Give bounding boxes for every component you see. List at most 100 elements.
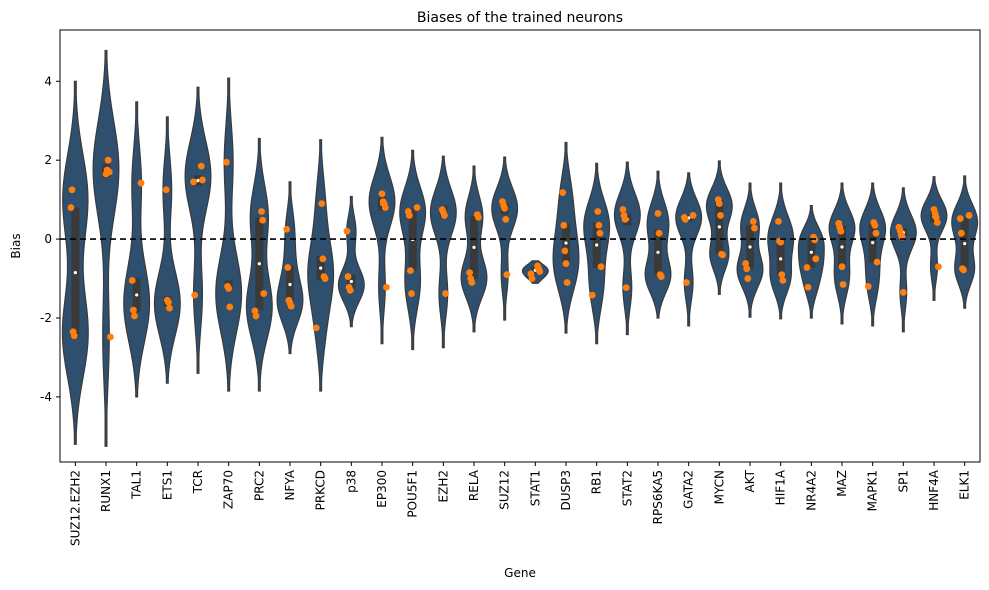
- data-point: [689, 212, 697, 219]
- violin-group: [521, 260, 549, 284]
- data-point: [128, 277, 136, 284]
- x-tick-label: p38: [344, 470, 358, 493]
- data-point: [596, 229, 604, 237]
- data-point: [191, 291, 199, 299]
- x-tick-label: SUZ12: [498, 470, 512, 510]
- data-point: [162, 186, 170, 194]
- data-point: [318, 200, 326, 207]
- x-tick-label: MAZ: [835, 470, 849, 497]
- data-point: [715, 200, 723, 207]
- violin-body: [184, 86, 212, 374]
- data-point: [408, 290, 415, 297]
- data-point: [899, 288, 907, 296]
- data-point: [775, 217, 782, 225]
- y-axis-label: Bias: [9, 233, 23, 258]
- x-tick-label: EP300: [375, 470, 389, 508]
- data-point: [405, 212, 413, 219]
- violin-median: [319, 266, 323, 270]
- data-point: [933, 219, 941, 226]
- violin-group: [767, 182, 795, 320]
- x-axis-label: Gene: [504, 566, 536, 580]
- violin-group: [368, 136, 396, 345]
- y-tick-label: -4: [40, 390, 52, 404]
- violin-median: [748, 245, 752, 249]
- data-point: [466, 269, 473, 277]
- data-point: [226, 303, 234, 311]
- x-tick-label: DUSP3: [559, 470, 573, 511]
- violin-group: [583, 162, 611, 345]
- data-point: [597, 263, 605, 271]
- data-point: [839, 281, 847, 288]
- data-point: [223, 158, 230, 166]
- data-point: [812, 255, 820, 263]
- violin-median: [73, 271, 77, 275]
- data-point: [287, 302, 295, 310]
- data-point: [594, 208, 602, 215]
- y-tick-label: -2: [40, 311, 52, 325]
- data-point: [131, 312, 138, 320]
- data-point: [166, 304, 173, 312]
- data-point: [107, 333, 114, 341]
- y-axis: -4 -2 0 2 4: [40, 74, 60, 404]
- data-point: [503, 271, 511, 279]
- data-point: [778, 271, 786, 279]
- violin-group: [399, 149, 427, 351]
- data-point: [319, 255, 327, 263]
- data-point: [559, 189, 567, 196]
- x-tick-label: RB1: [590, 470, 604, 494]
- x-tick-label: HIF1A: [774, 469, 788, 505]
- chart-title: Biases of the trained neurons: [417, 10, 623, 26]
- data-point: [468, 279, 476, 286]
- data-point: [260, 290, 268, 297]
- data-point: [803, 264, 811, 271]
- data-point: [383, 283, 390, 291]
- violin-median: [257, 262, 261, 266]
- data-point: [871, 221, 879, 229]
- data-point: [284, 264, 292, 271]
- data-point: [588, 291, 596, 299]
- violin-group: [951, 175, 979, 309]
- violin-group: [613, 161, 641, 336]
- x-tick-label: RUNX1: [99, 470, 113, 512]
- x-axis: SUZ12.EZH2 RUNX1 TAL1 ETS1 TCR ZAP70 PRC2 NFYA P…: [68, 462, 972, 546]
- violin-body: [123, 101, 151, 398]
- data-point: [561, 247, 569, 255]
- violin-group: [153, 116, 181, 384]
- data-point: [378, 190, 386, 198]
- data-point: [381, 204, 389, 211]
- x-tick-label: ELK1: [958, 470, 972, 500]
- data-point: [743, 265, 751, 273]
- data-point: [528, 275, 536, 282]
- data-point: [864, 283, 872, 290]
- plot-area: [60, 49, 980, 447]
- x-tick-label: PRKCD: [314, 470, 328, 510]
- violin-median: [656, 250, 660, 254]
- violin-group: [460, 165, 488, 333]
- data-point: [873, 258, 881, 266]
- x-tick-label: STAT1: [528, 470, 542, 506]
- data-point: [619, 206, 627, 213]
- data-point: [259, 216, 267, 224]
- violin-body: [613, 161, 641, 336]
- x-tick-label: NFYA: [283, 469, 297, 500]
- data-point: [960, 266, 967, 274]
- data-point: [137, 179, 145, 187]
- data-point: [560, 221, 568, 229]
- violin-group: [429, 155, 457, 349]
- violin-group: [92, 49, 120, 447]
- violin-group: [337, 195, 365, 328]
- data-point: [838, 263, 846, 271]
- x-tick-label: AKT: [743, 469, 757, 492]
- plot-frame: [59, 29, 981, 463]
- y-tick-label: 4: [44, 74, 52, 88]
- data-point: [321, 275, 329, 282]
- data-point: [965, 212, 973, 219]
- x-tick-label: EZH2: [436, 470, 450, 502]
- violin-group: [644, 170, 672, 319]
- data-point: [622, 284, 630, 292]
- data-point: [312, 324, 320, 332]
- data-point: [719, 251, 727, 259]
- violin-median: [564, 241, 568, 245]
- violin-body: [153, 116, 181, 384]
- data-point: [872, 229, 880, 237]
